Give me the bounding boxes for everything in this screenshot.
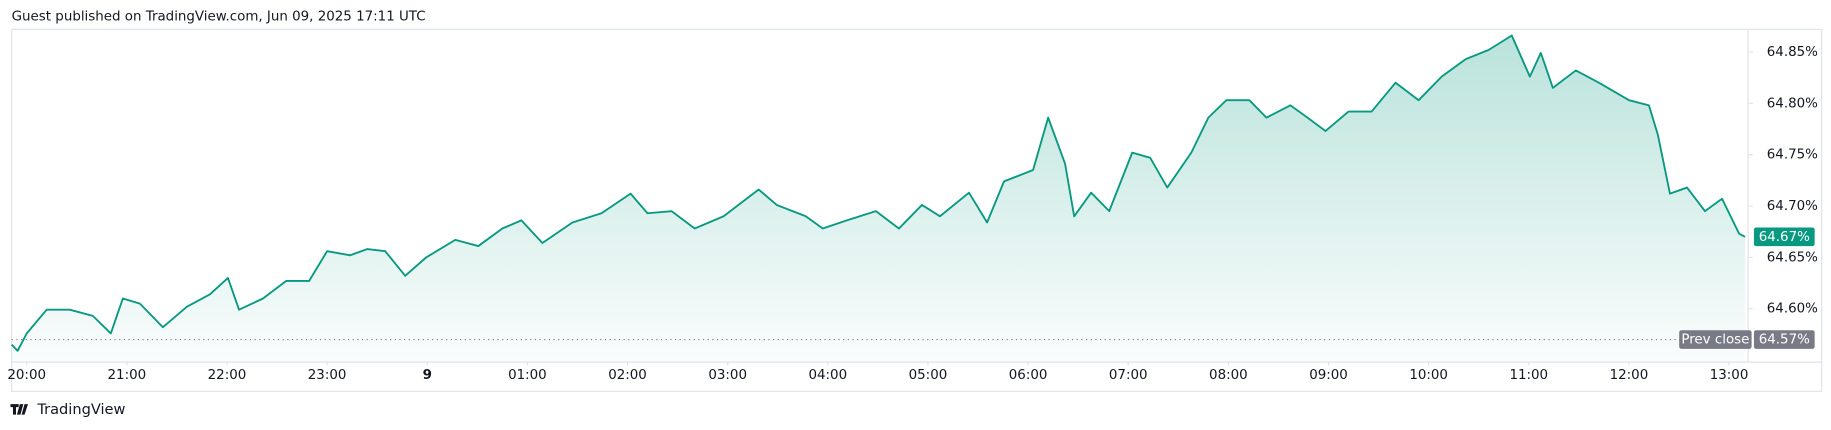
prev-close-name-box — [1679, 330, 1752, 349]
x-tick-label: 21:00 — [108, 368, 147, 383]
prev-close-label-box — [1753, 330, 1815, 349]
y-tick-label: 64.80% — [1767, 96, 1818, 111]
x-tick-label: 04:00 — [808, 368, 847, 383]
y-tick-label: 64.85% — [1767, 45, 1818, 60]
x-tick-label: 09:00 — [1309, 368, 1348, 383]
y-tick-label: 64.75% — [1767, 148, 1818, 163]
last-value-label: 64.67% — [1759, 230, 1810, 245]
x-tick-label: 11:00 — [1509, 368, 1548, 383]
prev-close-name: Prev close — [1681, 333, 1749, 348]
x-tick-label: 05:00 — [909, 368, 948, 383]
x-tick-label: 06:00 — [1009, 368, 1048, 383]
x-tick-label: 10:00 — [1409, 368, 1448, 383]
x-tick-label: 22:00 — [208, 368, 247, 383]
header: Guest published on TradingView.com, Jun … — [12, 9, 426, 24]
x-tick-label: 12:00 — [1610, 368, 1649, 383]
x-tick-label: 07:00 — [1109, 368, 1148, 383]
plot: 64.60% 64.65% 64.70% 64.75% 64.80% 64.85% 20:0… — [7, 34, 1818, 383]
x-tick-label: 03:00 — [708, 368, 747, 383]
x-tick-label: 01:00 — [508, 368, 547, 383]
prev-close-label: 64.57% — [1759, 333, 1810, 348]
area — [11, 35, 1746, 363]
x-tick-label: 9 — [423, 368, 432, 383]
x-tick-label: 13:00 — [1710, 368, 1749, 383]
x-tick-label: 02:00 — [608, 368, 647, 383]
y-tick-label: 64.70% — [1767, 199, 1818, 214]
x-tick-label: 20:00 — [7, 368, 46, 383]
x-tick-label: 23:00 — [308, 368, 347, 383]
frame — [11, 28, 1823, 392]
y-tick-label: 64.60% — [1767, 302, 1818, 317]
brand: TradingView — [36, 401, 125, 418]
x-tick-label: 08:00 — [1209, 368, 1248, 383]
y-tick-label: 64.65% — [1767, 250, 1818, 265]
last-value-box — [1753, 227, 1815, 247]
line — [11, 34, 1746, 352]
logo: TradingView — [10, 401, 126, 418]
